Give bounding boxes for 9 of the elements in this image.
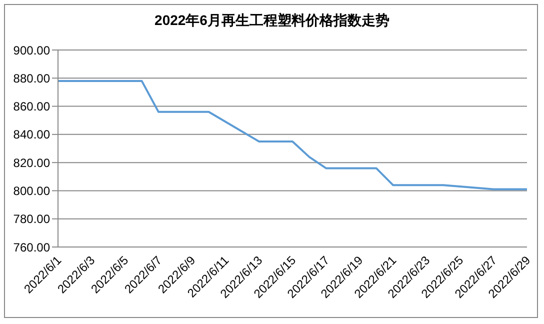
y-tick-label: 860.00	[13, 100, 50, 114]
y-tick-label: 840.00	[13, 128, 50, 142]
y-tick-label: 880.00	[13, 71, 50, 86]
y-tick-label: 820.00	[13, 156, 50, 170]
y-tick-label: 900.00	[13, 43, 50, 58]
y-tick-label: 780.00	[13, 212, 50, 226]
y-tick-label: 800.00	[13, 184, 50, 198]
y-tick-label: 760.00	[13, 240, 50, 254]
chart-title: 2022年6月再生工程塑料价格指数走势	[154, 12, 390, 30]
